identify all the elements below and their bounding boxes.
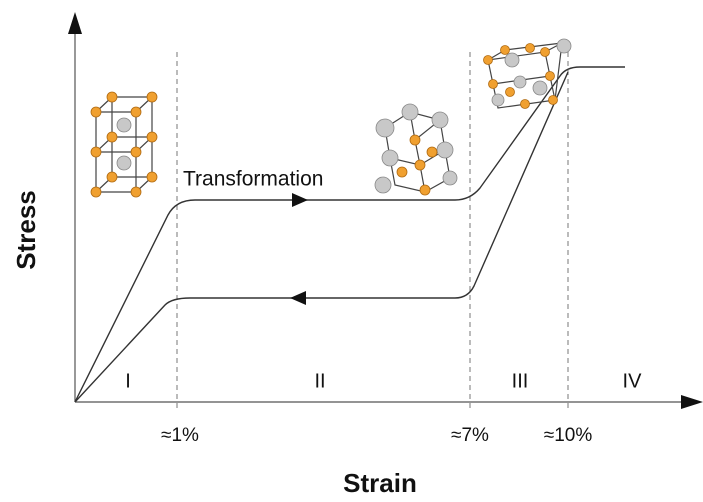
crystal-martensite [484, 39, 572, 109]
unloading-curve [75, 72, 568, 402]
strain-marker: ≈7% [451, 425, 489, 446]
strain-marker: ≈10% [544, 425, 593, 446]
x-axis-label: Strain [343, 468, 417, 498]
loading-curve [75, 67, 625, 402]
axes [68, 12, 703, 409]
region-label: IV [623, 370, 643, 392]
unloading-arrow [290, 291, 306, 305]
loading-arrow [292, 193, 308, 207]
crystal-transforming [375, 104, 457, 195]
y-axis-label: Stress [11, 190, 41, 270]
region-label: I [125, 370, 131, 392]
strain-marker: ≈1% [161, 425, 199, 446]
region-label: III [512, 370, 529, 392]
strain-guides [177, 52, 568, 410]
crystal-austenite [91, 92, 157, 197]
diagram: Transformation Stress Strain I II III IV… [0, 0, 703, 502]
region-label: II [314, 370, 325, 392]
annotation: Transformation [183, 168, 323, 191]
